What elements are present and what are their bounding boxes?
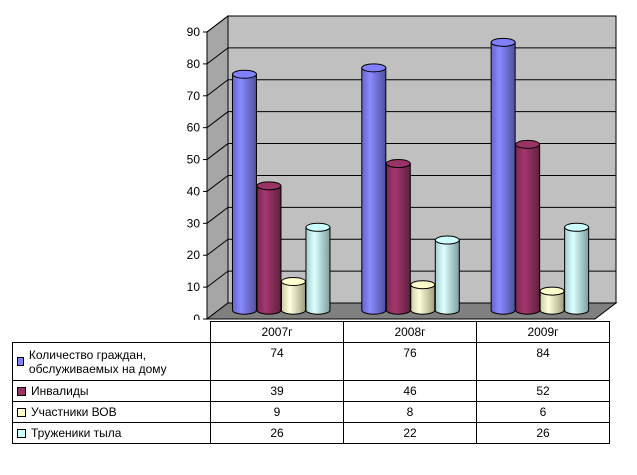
bar xyxy=(361,63,387,315)
gridline xyxy=(206,111,616,129)
series-name: Участники ВОВ xyxy=(31,405,117,419)
data-value: 8 xyxy=(343,401,477,423)
y-tick-label: 80 xyxy=(187,57,201,71)
bar-top xyxy=(410,280,436,290)
bar-body xyxy=(280,281,306,315)
bar xyxy=(564,222,590,315)
data-table-row: Инвалиды 39 46 52 xyxy=(12,380,610,402)
bar-chart: 0 10 20 30 40 50 60 70 80 90 xyxy=(187,14,618,320)
series-legend-label: Труженики тыла xyxy=(12,422,211,444)
bar-body xyxy=(515,143,541,315)
gridline xyxy=(206,15,616,33)
bar-top xyxy=(280,277,306,286)
series-name: Инвалиды xyxy=(31,384,89,398)
gridline xyxy=(206,79,616,97)
data-value: 26 xyxy=(476,422,610,444)
y-tick-label: 0 xyxy=(193,312,200,320)
category-label: 2008г xyxy=(343,321,477,343)
bar-body xyxy=(305,226,331,315)
bar-top xyxy=(434,235,460,245)
bar-body xyxy=(410,284,436,315)
gridline xyxy=(206,270,616,288)
bar xyxy=(515,139,541,315)
data-table-row: Количество граждан, обслуживаемых на дом… xyxy=(12,342,610,381)
data-value: 22 xyxy=(343,422,477,444)
data-value: 6 xyxy=(476,401,610,423)
bar-top xyxy=(539,286,565,296)
bar-body xyxy=(539,290,565,315)
series-legend-label: Участники ВОВ xyxy=(12,401,211,423)
bar xyxy=(280,277,306,315)
bar xyxy=(256,181,282,315)
y-tick-label: 40 xyxy=(187,184,201,198)
y-tick-label: 70 xyxy=(187,89,201,103)
data-value: 26 xyxy=(210,422,344,444)
bar xyxy=(434,235,460,315)
bar-top xyxy=(385,159,411,169)
y-tick-label: 20 xyxy=(187,248,201,262)
series-legend-label: Количество граждан, обслуживаемых на дом… xyxy=(12,342,211,381)
bar-body xyxy=(256,185,282,315)
bar-top xyxy=(515,139,541,149)
bar-body xyxy=(385,163,411,315)
y-axis-ticks: 0 10 20 30 40 50 60 70 80 90 xyxy=(187,25,208,320)
back-wall xyxy=(227,15,617,304)
series-name: Количество граждан, обслуживаемых на дом… xyxy=(28,347,167,376)
data-value: 84 xyxy=(476,342,610,381)
legend-swatch xyxy=(17,357,24,366)
bar-top xyxy=(490,37,516,47)
bar-body xyxy=(231,73,257,315)
bar-body xyxy=(564,226,590,315)
bar-body xyxy=(490,41,516,315)
data-value: 76 xyxy=(343,342,477,381)
bar-top xyxy=(361,63,387,73)
y-tick-label: 10 xyxy=(187,280,201,294)
gridline xyxy=(206,47,616,65)
gridline xyxy=(206,238,616,256)
bar-top xyxy=(231,69,257,79)
bar xyxy=(410,280,436,315)
data-table: 2007г 2008г 2009г Количество граждан, об… xyxy=(12,321,610,444)
series-name: Труженики тыла xyxy=(31,426,122,440)
bar-top xyxy=(564,222,590,232)
category-label: 2007г xyxy=(210,321,344,343)
y-tick-label: 90 xyxy=(187,25,201,39)
bars xyxy=(231,37,590,315)
data-table-row: Труженики тыла 26 22 26 xyxy=(12,422,610,444)
bar-top xyxy=(256,181,282,191)
bar xyxy=(490,37,516,315)
bar xyxy=(539,286,565,315)
data-table-corner xyxy=(12,321,211,343)
series-legend-label: Инвалиды xyxy=(12,380,211,402)
data-table-row: Участники ВОВ 9 8 6 xyxy=(12,401,610,423)
data-value: 9 xyxy=(210,401,344,423)
y-tick-label: 50 xyxy=(187,153,201,167)
gridline xyxy=(206,206,616,224)
bar xyxy=(231,69,257,315)
bar xyxy=(305,222,331,315)
data-table-header: 2007г 2008г 2009г xyxy=(12,321,610,343)
legend-swatch xyxy=(17,386,26,396)
bar-body xyxy=(361,67,387,315)
bar-body xyxy=(434,239,460,315)
legend-swatch xyxy=(17,428,26,438)
bar xyxy=(385,159,411,315)
category-label: 2009г xyxy=(476,321,610,343)
data-value: 52 xyxy=(476,380,610,402)
y-tick-label: 30 xyxy=(187,216,201,230)
bar-top xyxy=(305,222,331,232)
data-value: 46 xyxy=(343,380,477,402)
data-value: 74 xyxy=(210,342,344,381)
gridline xyxy=(206,174,616,192)
gridline xyxy=(206,143,616,160)
y-tick-label: 60 xyxy=(187,121,201,135)
data-value: 39 xyxy=(210,380,344,402)
legend-swatch xyxy=(17,407,26,417)
